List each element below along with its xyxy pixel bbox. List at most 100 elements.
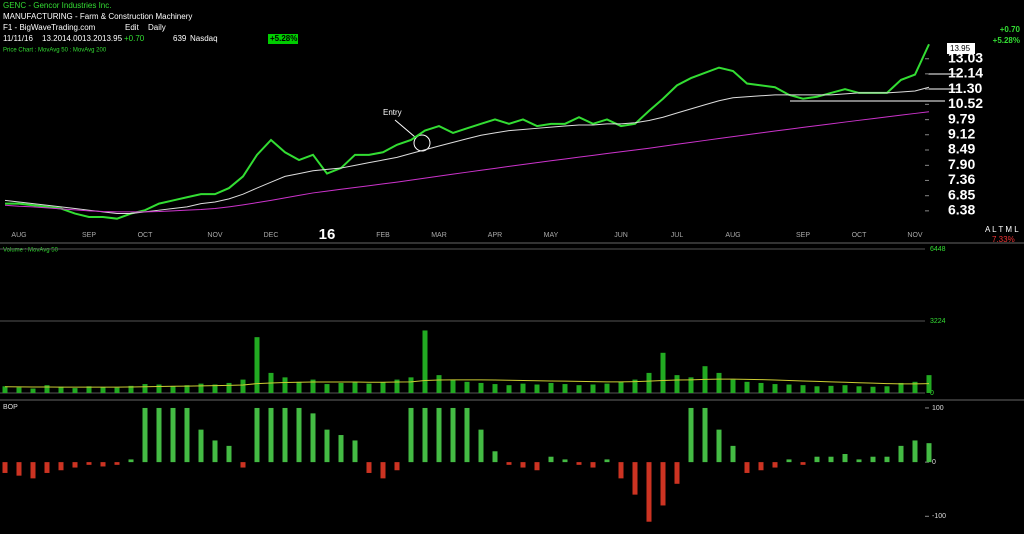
bar — [632, 379, 638, 393]
bar — [506, 385, 512, 393]
bar — [114, 387, 120, 393]
y-tick-label: 100 — [932, 405, 944, 412]
bar — [464, 381, 470, 393]
series-line — [4, 378, 930, 388]
series-line — [4, 111, 930, 213]
bar — [436, 407, 442, 463]
bar — [296, 381, 302, 393]
bar — [366, 462, 372, 473]
x-tick-label: JUL — [671, 232, 684, 239]
x-tick-label: FEB — [376, 232, 390, 239]
bar — [226, 445, 232, 463]
bar — [184, 407, 190, 463]
bar — [422, 330, 428, 393]
bar — [408, 377, 414, 393]
entry-arrow — [394, 119, 416, 138]
bar — [926, 443, 932, 463]
edit-button[interactable]: Edit — [125, 23, 140, 32]
bar — [44, 462, 50, 473]
bar — [688, 377, 694, 393]
bar — [548, 456, 554, 463]
bar — [548, 382, 554, 393]
bar — [114, 462, 120, 465]
bar — [898, 445, 904, 463]
bar — [422, 407, 428, 463]
bar — [128, 385, 134, 393]
bar — [282, 377, 288, 393]
bar — [744, 381, 750, 393]
bar — [884, 456, 890, 463]
bar — [100, 462, 106, 467]
bar — [450, 379, 456, 393]
bar — [170, 386, 176, 393]
bar — [786, 459, 792, 463]
x-tick-label: APR — [488, 232, 502, 239]
bar — [506, 462, 512, 465]
period-select[interactable]: Daily — [148, 23, 166, 32]
bar — [72, 462, 78, 468]
bar — [828, 385, 834, 393]
bar — [856, 386, 862, 393]
bar — [758, 462, 764, 471]
industry[interactable]: MANUFACTURING - Farm & Construction Mach… — [3, 12, 192, 21]
bar — [16, 387, 22, 393]
y-tick-label: 7.36 — [948, 171, 975, 187]
price-tag-box — [947, 43, 975, 54]
bar — [366, 383, 372, 393]
bar — [912, 381, 918, 393]
bar — [646, 462, 652, 522]
bar — [772, 462, 778, 468]
source[interactable]: F1 - BigWaveTrading.com — [3, 23, 96, 32]
bar — [478, 382, 484, 393]
pane-title: Volume : MovAvg 50 — [3, 248, 59, 254]
bar — [198, 429, 204, 463]
quote-field: +0.70 — [124, 34, 145, 43]
bar — [464, 407, 470, 463]
y-tick-label: 6448 — [930, 246, 946, 253]
bar — [590, 462, 596, 468]
bar — [492, 384, 498, 393]
bar — [2, 462, 8, 473]
y-tick-label: 9.12 — [948, 125, 975, 141]
right-pct: +5.28% — [993, 36, 1020, 45]
x-tick-label: MAY — [544, 232, 559, 239]
bar — [86, 386, 92, 393]
bar — [492, 451, 498, 463]
bar — [2, 386, 8, 393]
bar — [142, 384, 148, 393]
bar — [450, 407, 456, 463]
altml: A L T M L — [985, 225, 1019, 234]
series-line — [5, 43, 930, 220]
bar — [520, 462, 526, 468]
x-tick-label: 16 — [319, 226, 336, 243]
bar — [156, 407, 162, 463]
bar — [730, 379, 736, 393]
symbol-title: GENC - Gencor Industries Inc. — [3, 1, 111, 10]
bar — [898, 382, 904, 393]
price-tag: 13.95 — [950, 44, 971, 53]
bar — [408, 407, 414, 463]
right-change: +0.70 — [1000, 25, 1021, 34]
x-tick-label: JUN — [614, 232, 628, 239]
bar — [576, 385, 582, 393]
bar — [142, 407, 148, 463]
y-tick-label: 6.85 — [948, 186, 975, 202]
bar — [856, 459, 862, 463]
quote-field: 11/11/16 — [3, 34, 34, 43]
bar — [324, 384, 330, 393]
bar — [226, 382, 232, 393]
y-tick-label: 10.52 — [948, 95, 983, 111]
bar — [184, 385, 190, 393]
quote-field: 13.20 — [82, 34, 103, 43]
bar — [814, 386, 820, 393]
change-box-text: +5.28% — [270, 34, 297, 43]
y-tick-label: 3224 — [930, 318, 946, 325]
bar — [604, 383, 610, 393]
quote-field: Nasdaq — [190, 34, 218, 43]
bar — [338, 435, 344, 463]
bar — [86, 462, 92, 465]
bar — [394, 462, 400, 471]
bar — [352, 381, 358, 393]
bar — [310, 379, 316, 393]
x-tick-label: AUG — [725, 232, 740, 239]
